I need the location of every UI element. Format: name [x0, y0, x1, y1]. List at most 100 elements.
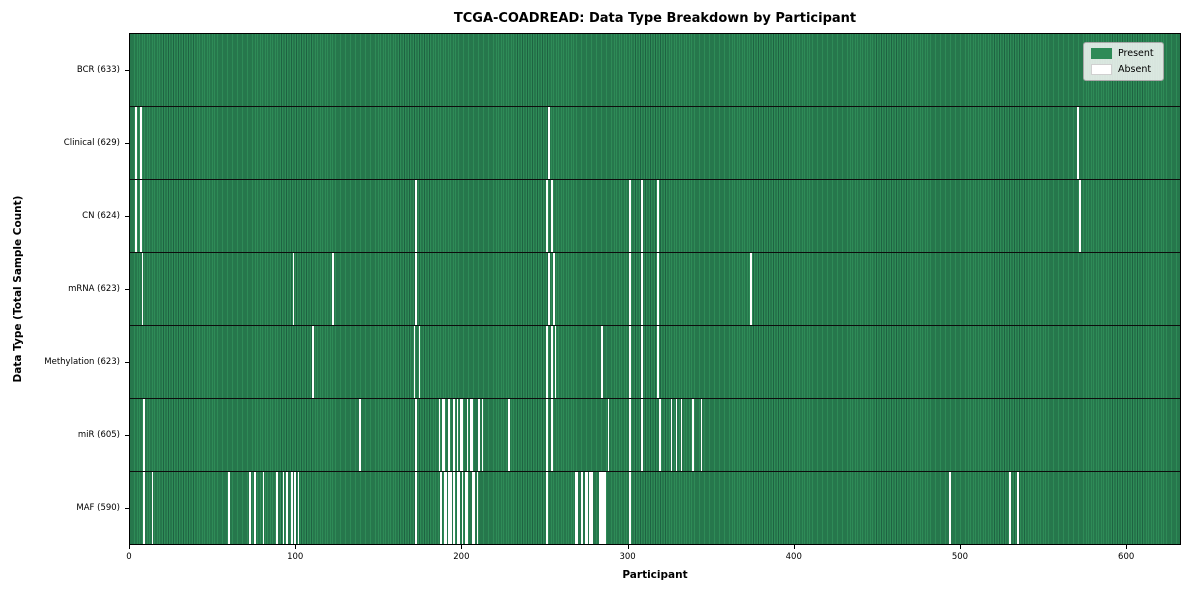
absent-cell — [415, 472, 418, 544]
absent-cell — [453, 399, 456, 471]
y-tick-mark — [125, 508, 129, 510]
y-tick-label: miR (605) — [77, 430, 120, 441]
absent-cell — [602, 472, 605, 544]
x-tick-label: 100 — [287, 552, 304, 562]
absent-cell — [554, 326, 557, 398]
absent-cell — [552, 253, 555, 325]
x-tick-label: 0 — [126, 552, 132, 562]
heatmap-row-cn — [130, 180, 1180, 253]
x-tick-mark — [627, 545, 629, 549]
x-tick-mark — [295, 545, 297, 549]
chart-title: TCGA-COADREAD: Data Type Breakdown by Pa… — [453, 11, 857, 26]
legend-label: Absent — [1118, 64, 1152, 75]
absent-cell — [254, 472, 257, 544]
absent-cell — [1009, 472, 1011, 544]
absent-cell — [581, 472, 583, 544]
heatmap-row-maf — [130, 472, 1180, 544]
absent-cell — [548, 253, 550, 325]
absent-cell — [443, 472, 446, 544]
absent-cell — [584, 472, 587, 544]
absent-cell — [481, 399, 484, 471]
absent-cell — [332, 253, 335, 325]
absent-cell — [551, 326, 554, 398]
absent-cell — [586, 472, 588, 544]
absent-cell — [471, 399, 474, 471]
x-tick-label: 300 — [619, 552, 636, 562]
absent-cell — [275, 472, 278, 544]
absent-cell — [700, 399, 703, 471]
absent-cell — [312, 326, 315, 398]
absent-cell — [285, 472, 288, 544]
absent-cell — [473, 472, 476, 544]
absent-cell — [1017, 472, 1020, 544]
absent-cell — [134, 107, 137, 179]
absent-swatch-icon — [1091, 64, 1112, 75]
absent-cell — [629, 399, 631, 471]
absent-cell — [440, 472, 442, 544]
absent-cell — [249, 472, 252, 544]
absent-cell — [576, 472, 578, 544]
legend-item-absent: Absent — [1091, 64, 1154, 75]
absent-cell — [456, 399, 459, 471]
absent-cell — [134, 180, 137, 252]
absent-cell — [1078, 180, 1081, 252]
absent-cell — [548, 107, 550, 179]
absent-cell — [546, 180, 549, 252]
absent-cell — [290, 472, 293, 544]
x-tick-label: 200 — [453, 552, 470, 562]
absent-cell — [601, 472, 603, 544]
absent-cell — [450, 472, 452, 544]
heatmap-row-methylation — [130, 326, 1180, 399]
absent-cell — [461, 472, 464, 544]
legend-label: Present — [1118, 48, 1154, 59]
plot-area — [129, 33, 1181, 545]
x-tick-mark — [461, 545, 463, 549]
absent-cell — [546, 399, 549, 471]
heatmap-row-mrna — [130, 253, 1180, 326]
absent-cell — [476, 472, 479, 544]
y-tick-label: Methylation (623) — [44, 357, 120, 368]
absent-cell — [441, 399, 444, 471]
absent-cell — [448, 472, 451, 544]
absent-cell — [478, 399, 481, 471]
absent-cell — [448, 399, 451, 471]
absent-cell — [591, 472, 593, 544]
absent-cell — [508, 399, 510, 471]
absent-cell — [599, 472, 602, 544]
absent-cell — [466, 399, 469, 471]
absent-cell — [471, 472, 474, 544]
absent-cell — [413, 326, 416, 398]
y-tick-label: MAF (590) — [76, 503, 120, 514]
absent-cell — [607, 399, 610, 471]
absent-cell — [415, 253, 418, 325]
y-tick-label: Clinical (629) — [63, 137, 120, 148]
absent-cell — [574, 472, 577, 544]
legend: Present Absent — [1083, 42, 1164, 81]
absent-cell — [629, 472, 631, 544]
absent-cell — [657, 253, 660, 325]
absent-cell — [143, 399, 145, 471]
absent-cell — [657, 326, 660, 398]
x-tick-mark — [129, 545, 130, 549]
absent-cell — [143, 472, 145, 544]
y-tick-label: BCR (633) — [76, 64, 120, 75]
y-tick-mark — [125, 142, 129, 144]
x-tick-mark — [1126, 545, 1128, 549]
absent-cell — [659, 399, 661, 471]
absent-cell — [629, 326, 631, 398]
absent-cell — [629, 253, 631, 325]
x-axis-label: Participant — [622, 569, 688, 581]
absent-cell — [466, 472, 469, 544]
absent-cell — [750, 253, 753, 325]
absent-cell — [139, 107, 142, 179]
heatmap-row-mir — [130, 399, 1180, 472]
absent-cell — [443, 399, 446, 471]
y-tick-mark — [125, 69, 129, 71]
absent-cell — [292, 253, 295, 325]
x-tick-label: 400 — [785, 552, 802, 562]
absent-cell — [262, 472, 265, 544]
y-tick-label: mRNA (623) — [68, 284, 120, 294]
absent-cell — [358, 399, 361, 471]
absent-cell — [282, 472, 285, 544]
absent-cell — [601, 326, 603, 398]
